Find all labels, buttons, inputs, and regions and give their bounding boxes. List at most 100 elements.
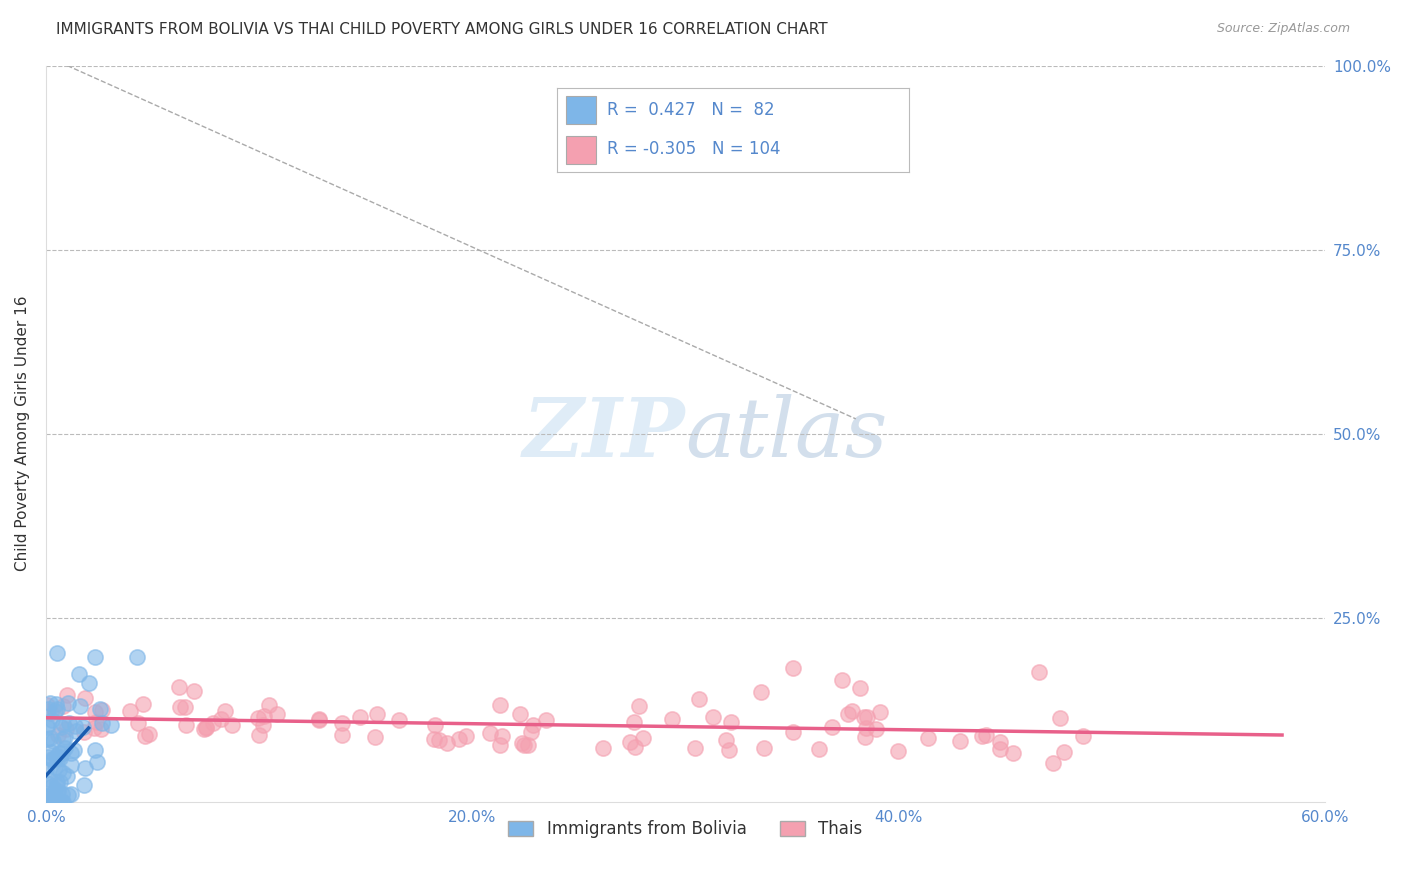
Point xyxy=(308,713,330,727)
Point xyxy=(169,700,191,714)
Point xyxy=(52,732,75,747)
Point xyxy=(44,704,66,718)
Point xyxy=(48,795,70,809)
Point xyxy=(39,706,62,721)
Point xyxy=(661,712,683,726)
Point xyxy=(39,731,62,745)
Point xyxy=(489,698,512,712)
Point xyxy=(62,743,84,757)
Point xyxy=(1071,730,1094,744)
Point xyxy=(37,795,59,809)
Point xyxy=(221,718,243,732)
Point xyxy=(330,728,353,742)
Point xyxy=(41,795,63,809)
Point xyxy=(38,777,60,791)
Point xyxy=(51,787,73,801)
Point xyxy=(42,753,65,767)
Point xyxy=(86,715,108,730)
Point xyxy=(865,722,887,736)
Point xyxy=(974,728,997,742)
Point xyxy=(214,704,236,718)
Point xyxy=(202,715,225,730)
Point xyxy=(683,740,706,755)
Point xyxy=(509,707,531,722)
Point xyxy=(125,650,148,665)
Point xyxy=(522,717,544,731)
Point xyxy=(46,795,69,809)
Point xyxy=(51,795,73,809)
Point xyxy=(45,697,67,711)
Point xyxy=(425,717,447,731)
Point xyxy=(132,697,155,711)
Point xyxy=(837,706,859,721)
Point xyxy=(252,717,274,731)
Point xyxy=(349,709,371,723)
Text: IMMIGRANTS FROM BOLIVIA VS THAI CHILD POVERTY AMONG GIRLS UNDER 16 CORRELATION C: IMMIGRANTS FROM BOLIVIA VS THAI CHILD PO… xyxy=(56,22,828,37)
Point xyxy=(52,717,75,731)
Point xyxy=(45,774,67,789)
Point xyxy=(633,731,655,745)
Point xyxy=(51,746,73,760)
Point xyxy=(46,750,69,764)
Point xyxy=(831,673,853,688)
Point xyxy=(782,661,804,675)
Point xyxy=(52,795,75,809)
Point xyxy=(35,795,58,809)
Point xyxy=(1049,711,1071,725)
Point xyxy=(1002,746,1025,760)
Point xyxy=(59,788,82,802)
Point xyxy=(83,721,105,735)
Point xyxy=(194,720,217,734)
Point xyxy=(42,733,65,747)
Point xyxy=(592,741,614,756)
Point xyxy=(427,733,450,747)
Point xyxy=(1042,756,1064,771)
Point xyxy=(55,688,77,702)
Point xyxy=(488,738,510,752)
Point xyxy=(44,795,66,809)
Point xyxy=(91,703,114,717)
Point xyxy=(855,730,877,744)
Point xyxy=(45,646,67,660)
Point xyxy=(46,779,69,793)
Point xyxy=(44,789,66,803)
Point xyxy=(55,723,77,737)
Point xyxy=(1028,665,1050,679)
Point xyxy=(38,772,60,786)
Point xyxy=(84,705,107,719)
Legend: Immigrants from Bolivia, Thais: Immigrants from Bolivia, Thais xyxy=(502,814,869,845)
Point xyxy=(58,715,80,730)
Point xyxy=(628,699,651,714)
Point xyxy=(138,727,160,741)
Point xyxy=(849,681,872,695)
Point xyxy=(42,784,65,798)
Y-axis label: Child Poverty Among Girls Under 16: Child Poverty Among Girls Under 16 xyxy=(15,296,30,572)
Point xyxy=(388,714,411,728)
Point xyxy=(491,729,513,743)
Point xyxy=(266,707,288,722)
Point xyxy=(35,732,58,747)
Point xyxy=(49,751,72,765)
Point xyxy=(69,698,91,713)
Point xyxy=(513,738,536,752)
Point xyxy=(479,726,502,740)
Point xyxy=(35,795,58,809)
Point xyxy=(100,718,122,732)
Point xyxy=(510,736,533,750)
Point xyxy=(821,721,844,735)
Point xyxy=(37,698,59,713)
Point xyxy=(623,714,645,729)
Point xyxy=(134,729,156,743)
Point xyxy=(72,720,94,734)
Point xyxy=(257,698,280,712)
Point xyxy=(59,746,82,760)
Point xyxy=(38,795,60,809)
Point xyxy=(73,724,96,739)
Point xyxy=(75,761,97,775)
Point xyxy=(73,690,96,705)
Point xyxy=(752,741,775,756)
Point xyxy=(48,763,70,777)
Point xyxy=(970,730,993,744)
Point xyxy=(58,696,80,710)
Point xyxy=(45,795,67,809)
